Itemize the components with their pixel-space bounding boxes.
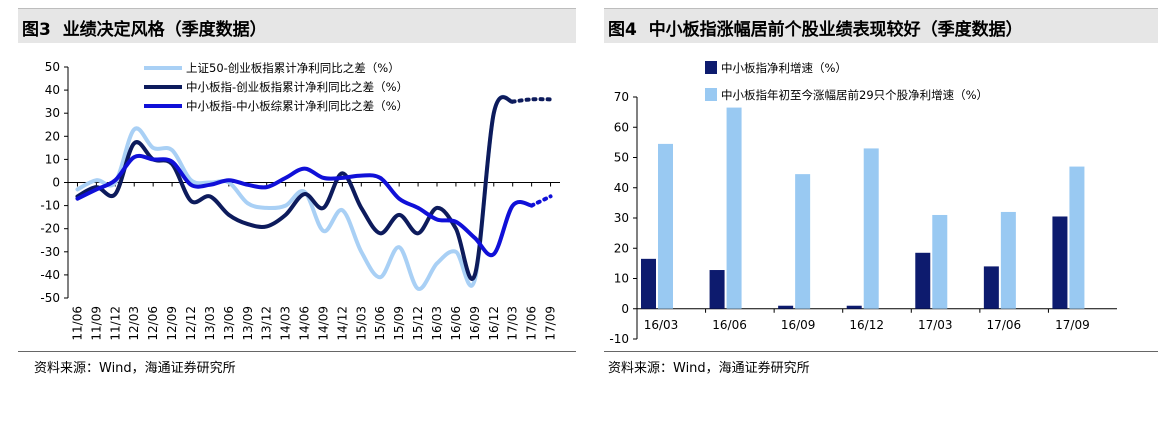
y-tick-label: -40	[40, 268, 60, 282]
bar-chart: -10 0 10 20 30 40 50 60 70 16/03 16/06 16/09 16/12 17…	[609, 61, 1117, 346]
y-tick-label: 70	[614, 90, 629, 104]
left-figure-label: 图3	[22, 20, 51, 40]
legend-swatch	[705, 61, 717, 74]
x-tick-label: 12/06	[146, 306, 160, 341]
x-tick-label: 11/12	[108, 306, 122, 341]
y-tick-label: 40	[614, 181, 629, 195]
bar	[1052, 216, 1068, 309]
x-tick-label: 11/06	[70, 306, 84, 341]
left-panel: 图3 业绩决定风格（季度数据） -50 -40 -30 -20 -10 0 10 20 30 40…	[0, 0, 586, 433]
legend-label: 上证50-创业板指累计净利同比之差（%）	[186, 61, 400, 75]
x-tick-label: 12/09	[165, 306, 179, 341]
x-tick-label: 13/09	[241, 306, 255, 341]
legend-label: 中小板指年初至今涨幅居前29只个股净利增速（%）	[721, 88, 988, 102]
legend-label: 中小板指-创业板指累计净利同比之差（%）	[186, 80, 408, 94]
x-tick-label: 17/03	[918, 318, 953, 332]
y-tick-label: 30	[45, 106, 60, 120]
y-tick-label: -50	[40, 291, 60, 305]
y-tick-label: 60	[614, 120, 629, 134]
y-tick-label: -10	[40, 199, 60, 213]
y-tick-label: 10	[45, 152, 60, 166]
series-line	[75, 153, 534, 258]
bar	[658, 143, 673, 309]
bar	[641, 258, 656, 309]
legend-label: 中小板指-中小板综累计净利同比之差（%）	[186, 99, 408, 113]
x-tick-label: 14/12	[335, 306, 349, 341]
bar	[795, 174, 811, 309]
left-title-text: 业绩决定风格（季度数据）	[62, 20, 267, 40]
legend-label: 中小板指净利增速（%）	[721, 61, 847, 75]
bar	[863, 148, 879, 309]
left-source: 资料来源：Wind，海通证券研究所	[34, 361, 236, 376]
y-tick-label: 0	[52, 176, 60, 190]
y-tick-label: -10	[609, 332, 629, 346]
x-tick-label: 16/12	[487, 306, 501, 341]
right-figure-label: 图4	[608, 20, 637, 40]
x-tick-label: 14/09	[316, 306, 330, 341]
x-tick-label: 13/06	[222, 306, 236, 341]
bar	[932, 214, 948, 309]
left-chart-title: 图3 业绩决定风格（季度数据）	[22, 15, 267, 40]
bar	[983, 266, 999, 309]
y-tick-label: 30	[614, 211, 629, 225]
x-tick-label: 17/09	[1055, 318, 1090, 332]
x-tick-label: 16/03	[644, 318, 679, 332]
x-tick-label: 17/06	[987, 318, 1022, 332]
x-tick-label: 15/09	[392, 306, 406, 341]
x-tick-label: 17/03	[506, 306, 520, 341]
y-tick-label: 20	[45, 129, 60, 143]
x-tick-label: 13/12	[260, 306, 274, 341]
legend-swatch	[705, 88, 717, 101]
x-tick-label: 13/03	[203, 306, 217, 341]
x-tick-label: 16/06	[712, 318, 747, 332]
y-tick-label: 20	[614, 241, 629, 255]
right-source: 资料来源：Wind，海通证券研究所	[608, 361, 810, 376]
right-divider	[604, 351, 1158, 352]
x-tick-label: 16/06	[449, 306, 463, 341]
x-tick-label: 17/09	[544, 306, 558, 341]
x-tick-label: 16/09	[781, 318, 816, 332]
y-tick-label: 50	[45, 60, 60, 74]
x-tick-label: 15/03	[354, 306, 368, 341]
x-tick-label: 14/06	[298, 306, 312, 341]
x-tick-label: 16/03	[430, 306, 444, 341]
right-chart-title: 图4 中小板指涨幅居前个股业绩表现较好（季度数据）	[608, 15, 1023, 40]
bar	[915, 252, 931, 309]
bar	[726, 107, 742, 309]
x-tick-label: 16/09	[468, 306, 482, 341]
x-tick-label: 15/06	[373, 306, 387, 341]
y-tick-label: -30	[40, 245, 60, 259]
x-tick-label: 12/03	[127, 306, 141, 341]
x-tick-label: 12/12	[184, 306, 198, 341]
bar	[1000, 211, 1016, 309]
left-divider	[18, 351, 576, 352]
y-tick-label: -20	[40, 222, 60, 236]
y-tick-label: 40	[45, 83, 60, 97]
right-title-bar: 图4 中小板指涨幅居前个股业绩表现较好（季度数据）	[604, 8, 1158, 43]
x-tick-label: 17/06	[525, 306, 539, 341]
x-tick-label: 15/12	[411, 306, 425, 341]
x-tick-label: 11/09	[89, 306, 103, 341]
y-tick-label: 10	[614, 272, 629, 286]
bar	[846, 305, 862, 309]
series-line-projection	[529, 194, 553, 208]
y-tick-label: 0	[621, 302, 629, 316]
line-chart: -50 -40 -30 -20 -10 0 10 20 30 40 50 11/06 11/09 11/1…	[40, 60, 560, 341]
x-tick-label: 16/12	[849, 318, 884, 332]
right-panel: 图4 中小板指涨幅居前个股业绩表现较好（季度数据） -10 0 10 20 30 40 50…	[590, 0, 1176, 433]
left-title-bar: 图3 业绩决定风格（季度数据）	[18, 8, 576, 43]
right-title-text: 中小板指涨幅居前个股业绩表现较好（季度数据）	[648, 20, 1023, 40]
series-line	[75, 95, 515, 291]
bar	[1069, 166, 1085, 309]
y-tick-label: 50	[614, 151, 629, 165]
bar	[778, 305, 794, 309]
bar	[709, 270, 725, 309]
series-line-projection	[510, 97, 553, 104]
x-tick-label: 14/03	[279, 306, 293, 341]
